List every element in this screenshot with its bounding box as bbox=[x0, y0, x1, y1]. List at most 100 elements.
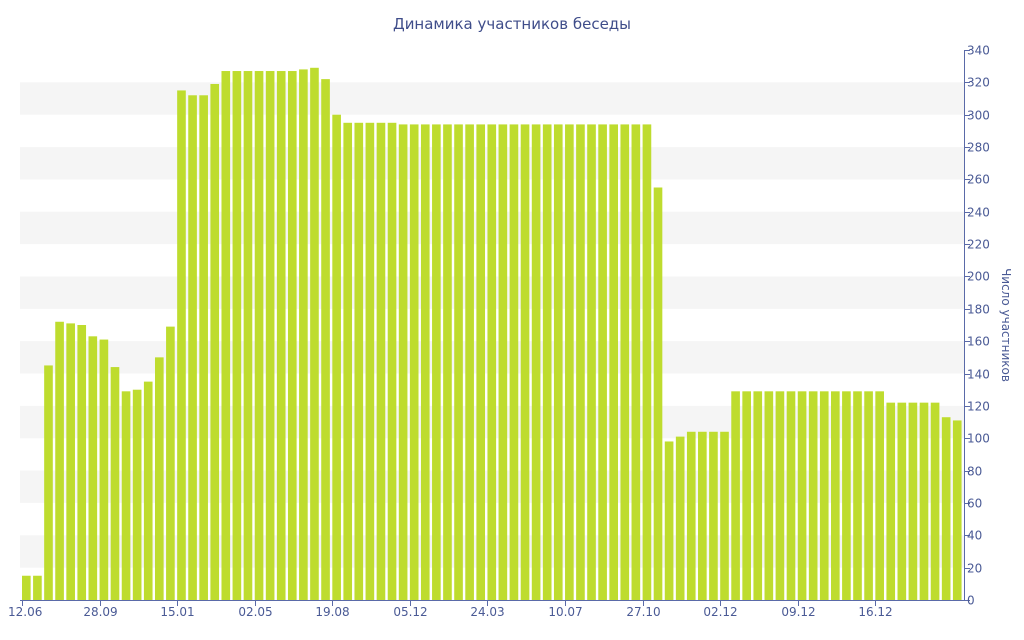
bar bbox=[254, 71, 264, 600]
y-tick-label: 260 bbox=[967, 173, 990, 187]
bar bbox=[609, 124, 618, 600]
y-tick-label: 240 bbox=[967, 206, 990, 220]
bar bbox=[709, 431, 718, 600]
y-tick-label: 160 bbox=[967, 335, 990, 349]
bar bbox=[731, 391, 740, 600]
x-tick-label: 16.12 bbox=[858, 605, 892, 619]
bar bbox=[221, 71, 231, 600]
bar bbox=[598, 124, 607, 600]
bar bbox=[265, 71, 275, 600]
bar bbox=[154, 357, 164, 600]
x-tick-label: 12.06 bbox=[8, 605, 42, 619]
bar bbox=[786, 391, 796, 600]
x-tick-label: 09.12 bbox=[781, 605, 815, 619]
x-tick-label: 02.05 bbox=[238, 605, 272, 619]
bar bbox=[55, 321, 64, 600]
bar bbox=[321, 79, 330, 601]
y-axis-ticks: 0 20 40 60 80 100 120 140 160 180 200 220 240 260 280 3… bbox=[964, 44, 990, 608]
bar bbox=[443, 124, 452, 600]
bar bbox=[642, 124, 652, 600]
grid-band bbox=[20, 82, 964, 115]
bar bbox=[33, 575, 42, 600]
bar bbox=[487, 124, 497, 600]
bar bbox=[376, 122, 386, 600]
y-tick-label: 100 bbox=[967, 432, 990, 446]
bar bbox=[99, 339, 109, 600]
bar bbox=[110, 367, 120, 600]
bar bbox=[332, 114, 341, 601]
bar bbox=[620, 124, 630, 600]
y-axis-label: Число участников bbox=[999, 268, 1013, 382]
bar bbox=[22, 575, 31, 600]
bar bbox=[210, 83, 220, 601]
bar bbox=[886, 402, 896, 600]
chart-title: Динамика участников беседы bbox=[393, 15, 631, 33]
x-tick-label: 28.09 bbox=[83, 605, 117, 619]
bar bbox=[808, 391, 818, 600]
bar bbox=[409, 124, 419, 600]
bar bbox=[132, 389, 142, 600]
bar bbox=[398, 124, 408, 600]
bar bbox=[121, 391, 131, 600]
bar bbox=[775, 391, 785, 600]
bar bbox=[952, 420, 962, 600]
bar bbox=[454, 124, 463, 600]
bar bbox=[908, 402, 918, 600]
bar bbox=[276, 71, 286, 600]
bar bbox=[387, 122, 397, 600]
bar bbox=[542, 124, 552, 600]
bar bbox=[742, 391, 751, 600]
y-tick-label: 120 bbox=[967, 400, 990, 414]
bar bbox=[587, 124, 596, 600]
bar bbox=[343, 122, 353, 600]
bar bbox=[753, 391, 763, 600]
bar bbox=[177, 90, 186, 600]
bar bbox=[897, 402, 907, 600]
y-tick-label: 20 bbox=[967, 562, 982, 576]
bar bbox=[819, 391, 829, 600]
bar bbox=[864, 391, 873, 600]
bar bbox=[930, 402, 940, 600]
x-axis-ticks: 12.06 28.09 15.01 02.05 19.08 05.12 24.03 10.07… bbox=[8, 600, 893, 619]
x-tick-label: 15.01 bbox=[160, 605, 194, 619]
bar bbox=[842, 391, 851, 600]
bar bbox=[420, 124, 430, 600]
bar bbox=[299, 69, 308, 600]
bar bbox=[188, 95, 197, 600]
bar bbox=[520, 124, 530, 600]
bar bbox=[764, 391, 774, 600]
y-tick-label: 140 bbox=[967, 368, 990, 382]
y-tick-label: 340 bbox=[967, 44, 990, 58]
y-tick-label: 200 bbox=[967, 270, 990, 284]
bar bbox=[232, 71, 242, 600]
bar bbox=[465, 124, 474, 600]
bar bbox=[365, 122, 375, 600]
bar-series bbox=[22, 67, 962, 601]
bar bbox=[531, 124, 541, 600]
bar bbox=[576, 124, 585, 600]
bar bbox=[553, 124, 563, 600]
x-tick-label: 19.08 bbox=[315, 605, 349, 619]
bar bbox=[166, 326, 175, 600]
bar bbox=[675, 436, 685, 600]
bar bbox=[686, 431, 696, 600]
bar bbox=[44, 365, 53, 600]
x-tick-label: 27.10 bbox=[626, 605, 660, 619]
y-tick-label: 300 bbox=[967, 109, 990, 123]
bar bbox=[797, 391, 807, 600]
x-tick-label: 05.12 bbox=[393, 605, 427, 619]
x-tick-label: 10.07 bbox=[548, 605, 582, 619]
y-tick-label: 40 bbox=[967, 529, 982, 543]
bar bbox=[853, 391, 862, 600]
bar bbox=[476, 124, 486, 600]
bar bbox=[287, 71, 297, 600]
y-tick-label: 320 bbox=[967, 76, 990, 90]
y-tick-label: 220 bbox=[967, 238, 990, 252]
y-tick-label: 0 bbox=[967, 594, 975, 608]
bar bbox=[875, 391, 884, 600]
bar bbox=[66, 323, 75, 600]
bar bbox=[698, 431, 707, 600]
bar bbox=[664, 441, 674, 600]
